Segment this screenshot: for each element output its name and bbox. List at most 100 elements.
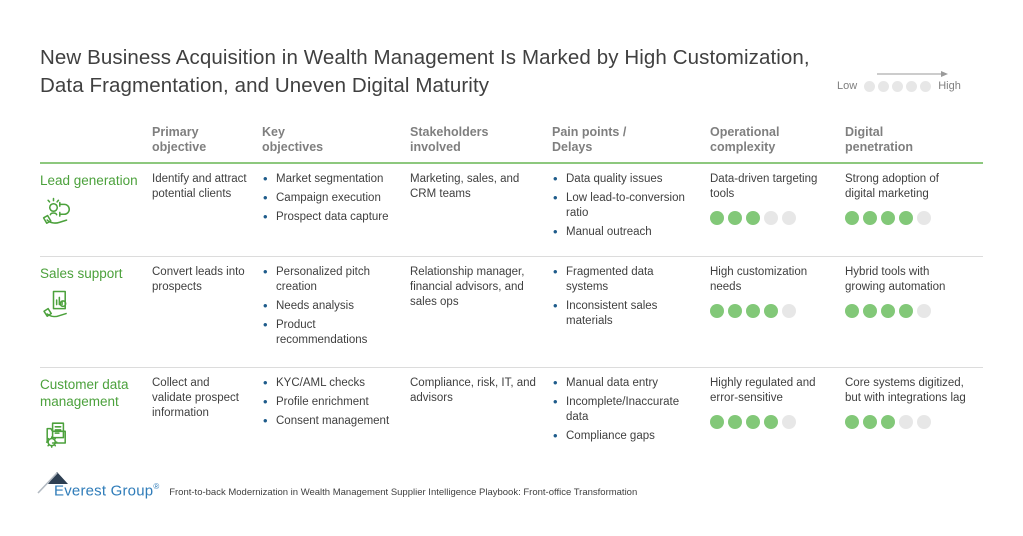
bullet-item: KYC/AML checks bbox=[262, 375, 396, 392]
registered-mark: ® bbox=[153, 481, 160, 491]
digital-penetration-rating bbox=[845, 414, 969, 429]
bullet-item: Low lead-to-conversion ratio bbox=[552, 190, 696, 221]
rating-dot bbox=[917, 210, 931, 225]
legend-high-label: High bbox=[938, 80, 961, 92]
bullet-item: Manual data entry bbox=[552, 375, 696, 392]
primary-objective-cell: Convert leads into prospects bbox=[152, 265, 245, 293]
mountain-peak-icon bbox=[37, 471, 68, 494]
rating-dot bbox=[863, 303, 877, 318]
table-row: Customer data management Collect and val… bbox=[40, 366, 983, 466]
bullet-item: Consent management bbox=[262, 413, 396, 430]
key-objectives-list: Personalized pitch creation Needs analysi… bbox=[262, 264, 396, 348]
table-row: Sales support Convert leads into prospec… bbox=[40, 255, 983, 367]
bullet-item: Prospect data capture bbox=[262, 209, 396, 226]
operational-complexity-rating bbox=[710, 303, 831, 318]
stakeholders-cell: Relationship manager, financial advisors… bbox=[410, 265, 525, 308]
row-label-cell: Lead generation bbox=[40, 164, 152, 256]
stakeholders-cell: Compliance, risk, IT, and advisors bbox=[410, 376, 536, 404]
bullet-item: Market segmentation bbox=[262, 171, 396, 188]
key-objectives-cell: KYC/AML checks Profile enrichment Consent … bbox=[262, 368, 410, 466]
rating-dot bbox=[782, 414, 796, 429]
bullet-item: Fragmented data systems bbox=[552, 264, 696, 295]
pain-points-cell: Data quality issues Low lead-to-conversio… bbox=[552, 164, 710, 256]
pain-points-cell: Fragmented data systemsInconsistent sale… bbox=[552, 257, 710, 367]
rating-dot bbox=[899, 303, 913, 318]
sales-support-icon bbox=[40, 287, 138, 328]
customer-data-management-icon bbox=[40, 416, 138, 457]
rating-dot bbox=[920, 80, 932, 92]
row-label: Customer data management bbox=[40, 376, 129, 410]
bullet-item: Compliance gaps bbox=[552, 428, 696, 445]
rating-dot bbox=[764, 303, 778, 318]
table-row: Lead generation Identify and a bbox=[40, 164, 983, 256]
rating-dot bbox=[878, 80, 890, 92]
operational-complexity-cell: Data-driven targeting tools bbox=[710, 164, 845, 256]
rating-scale-legend: Low High bbox=[837, 70, 987, 92]
rating-dot bbox=[782, 303, 796, 318]
bullet-item: Data quality issues bbox=[552, 171, 696, 188]
rating-dot bbox=[710, 210, 724, 225]
operational-complexity-text: Highly regulated and error-sensitive bbox=[710, 376, 816, 404]
rating-dot bbox=[746, 414, 760, 429]
everest-group-logo: Everest Group® bbox=[37, 471, 160, 500]
page-title: New Business Acquisition in Wealth Manag… bbox=[40, 46, 810, 98]
rating-dot bbox=[917, 414, 931, 429]
column-header-primary-objective: Primary objective bbox=[152, 124, 207, 155]
pain-points-list: Data quality issues Low lead-to-conversio… bbox=[552, 171, 696, 241]
operational-complexity-text: Data-driven targeting tools bbox=[710, 172, 818, 200]
row-label-cell: Sales support bbox=[40, 257, 152, 367]
source-text: Front-to-back Modernization in Wealth Ma… bbox=[169, 487, 638, 498]
digital-penetration-text: Core systems digitized, but with integra… bbox=[845, 376, 966, 404]
rating-dot bbox=[864, 80, 876, 92]
bullet-item: Inconsistent sales materials bbox=[552, 298, 696, 329]
header-spacer bbox=[40, 125, 152, 156]
rating-dot bbox=[881, 414, 895, 429]
digital-penetration-text: Hybrid tools with growing automation bbox=[845, 265, 946, 293]
digital-penetration-rating bbox=[845, 210, 969, 225]
row-label: Sales support bbox=[40, 265, 123, 281]
rating-dot bbox=[728, 414, 742, 429]
bullet-item: Incomplete/Inaccurate data bbox=[552, 394, 696, 425]
legend-low-label: Low bbox=[837, 80, 858, 92]
key-objectives-cell: Market segmentation Campaign execution Pro… bbox=[262, 164, 410, 256]
bullet-item: Needs analysis bbox=[262, 298, 396, 315]
rating-dot bbox=[863, 210, 877, 225]
operational-complexity-text: High customization needs bbox=[710, 265, 808, 293]
digital-penetration-cell: Strong adoption of digital marketing bbox=[845, 164, 983, 256]
rating-dot bbox=[710, 303, 724, 318]
rating-dot bbox=[710, 414, 724, 429]
pain-points-cell: Manual data entry Incomplete/Inaccurate d… bbox=[552, 368, 710, 466]
column-header-pain-points: Pain points / Delays bbox=[552, 124, 627, 155]
rating-dot bbox=[746, 210, 760, 225]
bullet-item: Manual outreach bbox=[552, 224, 696, 241]
rating-dot bbox=[881, 210, 895, 225]
rating-dot bbox=[764, 210, 778, 225]
lead-generation-icon bbox=[40, 194, 138, 235]
bullet-item: Personalized pitch creation bbox=[262, 264, 396, 295]
operational-complexity-rating bbox=[710, 414, 831, 429]
key-objectives-list: KYC/AML checks Profile enrichment Consent … bbox=[262, 375, 396, 430]
rating-dot bbox=[728, 303, 742, 318]
digital-penetration-rating bbox=[845, 303, 969, 318]
legend-dots bbox=[864, 80, 932, 92]
rating-dot bbox=[906, 80, 918, 92]
column-header-stakeholders: Stakeholders involved bbox=[410, 124, 489, 155]
rating-dot bbox=[728, 210, 742, 225]
key-objectives-list: Market segmentation Campaign execution Pro… bbox=[262, 171, 396, 226]
column-header-digital-penetration: Digital penetration bbox=[845, 124, 914, 155]
rating-dot bbox=[746, 303, 760, 318]
rating-dot bbox=[892, 80, 904, 92]
column-header-key-objectives: Key objectives bbox=[262, 124, 324, 155]
rating-dot bbox=[899, 210, 913, 225]
pain-points-list: Fragmented data systemsInconsistent sale… bbox=[552, 264, 696, 329]
operational-complexity-rating bbox=[710, 210, 831, 225]
column-header-operational-complexity: Operational complexity bbox=[710, 124, 780, 155]
digital-penetration-cell: Core systems digitized, but with integra… bbox=[845, 368, 983, 466]
pain-points-list: Manual data entry Incomplete/Inaccurate d… bbox=[552, 375, 696, 445]
rating-dot bbox=[782, 210, 796, 225]
logo-text: Everest Group bbox=[54, 482, 154, 499]
primary-objective-cell: Collect and validate prospect informatio… bbox=[152, 376, 239, 419]
rating-dot bbox=[845, 210, 859, 225]
bullet-item: Campaign execution bbox=[262, 190, 396, 207]
